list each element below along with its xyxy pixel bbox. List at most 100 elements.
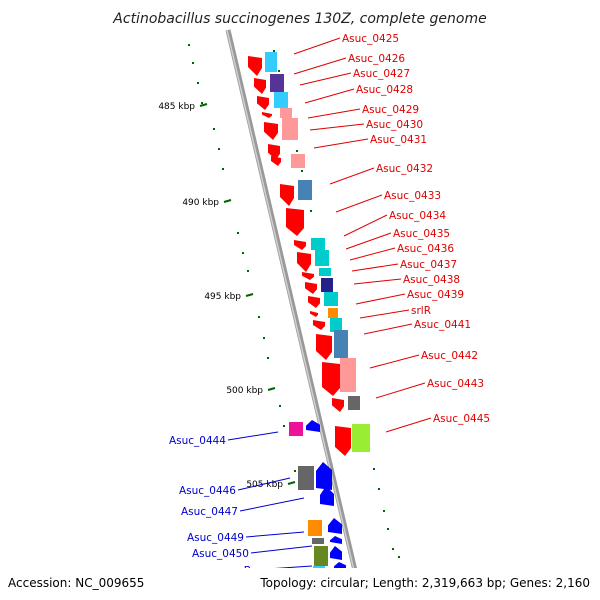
footer-background — [0, 568, 600, 600]
cog-box — [282, 118, 298, 140]
cog-box — [265, 52, 277, 72]
major-tick — [267, 387, 276, 391]
left-tick-dot — [237, 232, 239, 234]
major-tick — [287, 481, 296, 485]
right-tick-dot — [398, 556, 400, 558]
reverse-gene-label: Asuc_0450 — [192, 548, 249, 560]
forward-gene-label: Asuc_0433 — [384, 190, 441, 202]
cog-box — [324, 292, 338, 306]
left-tick-dot — [279, 405, 281, 407]
reverse-gene — [306, 420, 320, 432]
forward-gene — [271, 156, 281, 166]
forward-gene — [313, 320, 325, 330]
major-tick — [223, 199, 232, 203]
tick-label: 495 kbp — [204, 292, 241, 302]
forward-gene — [286, 208, 304, 236]
forward-gene — [254, 78, 266, 94]
forward-label-leader — [293, 37, 341, 55]
reverse-gene-label: Asuc_0447 — [181, 506, 238, 518]
right-tick-dot — [310, 210, 312, 212]
forward-gene — [308, 296, 320, 308]
forward-label-leader — [369, 354, 420, 369]
forward-gene-label: Asuc_0435 — [393, 228, 450, 240]
reverse-gene-label: Asuc_0444 — [169, 435, 226, 447]
tick-label: 505 kbp — [246, 480, 283, 490]
reverse-label-leader — [227, 431, 279, 441]
forward-label-leader — [349, 247, 396, 261]
genome-backbone — [225, 29, 364, 597]
forward-label-leader — [353, 278, 402, 285]
forward-label-leader — [375, 382, 426, 399]
reverse-gene — [316, 462, 332, 490]
cog-box — [291, 154, 305, 168]
left-tick-dot — [283, 425, 285, 427]
left-tick-dot — [247, 270, 249, 272]
right-tick-dot — [383, 510, 385, 512]
forward-label-leader — [307, 108, 361, 119]
forward-label-leader — [313, 138, 369, 149]
forward-label-leader — [363, 323, 413, 335]
reverse-label-leader — [245, 531, 305, 538]
left-tick-dot — [258, 316, 260, 318]
forward-gene-label: Asuc_0432 — [376, 163, 433, 175]
forward-gene-label: Asuc_0430 — [366, 119, 423, 131]
forward-gene — [302, 272, 314, 280]
forward-gene-label: Asuc_0428 — [356, 84, 413, 96]
forward-gene — [332, 398, 344, 412]
reverse-label-leader — [250, 545, 313, 554]
forward-gene — [322, 362, 340, 396]
cog-box — [274, 92, 288, 108]
map-title: Actinobacillus succinogenes 130Z, comple… — [112, 11, 486, 27]
reverse-label-leader — [239, 497, 305, 512]
forward-gene-label: Asuc_0439 — [407, 289, 464, 301]
cog-box — [314, 546, 328, 566]
forward-gene-label: Asuc_0442 — [421, 350, 478, 362]
left-tick-dot — [263, 337, 265, 339]
reverse-gene — [330, 546, 342, 560]
forward-gene-label: srlR — [411, 305, 431, 317]
forward-gene — [310, 311, 318, 317]
left-tick-dot — [218, 148, 220, 150]
cog-box — [313, 566, 325, 568]
backbone-highlight — [226, 29, 361, 597]
right-tick-dot — [373, 468, 375, 470]
tick-label: 500 kbp — [226, 386, 263, 396]
forward-gene — [262, 112, 272, 118]
reverse-gene — [320, 486, 334, 506]
scale-ticks: 485 kbp 490 kbp 495 kbp 500 kbp 505 kbp — [158, 44, 400, 558]
cog-box — [298, 466, 314, 490]
reverse-label-leader — [237, 477, 291, 491]
forward-gene — [280, 184, 294, 206]
cog-box — [280, 108, 292, 118]
left-tick-dot — [267, 357, 269, 359]
right-tick-dot — [387, 528, 389, 530]
forward-label-leader — [351, 263, 399, 272]
cog-box — [270, 74, 284, 92]
right-tick-dot — [273, 50, 275, 52]
summary-text: Topology: circular; Length: 2,319,663 bp… — [259, 576, 590, 590]
left-tick-dot — [242, 252, 244, 254]
left-tick-dot — [192, 62, 194, 64]
cog-box — [319, 268, 331, 276]
forward-gene-label: Asuc_0427 — [353, 68, 410, 80]
forward-gene-label: Asuc_0437 — [400, 259, 457, 271]
left-tick-dot — [294, 470, 296, 472]
right-tick-dot — [392, 548, 394, 550]
forward-gene-label: Asuc_0431 — [370, 134, 427, 146]
reverse-gene-label: Asuc_0446 — [179, 485, 236, 497]
cog-box — [315, 250, 329, 266]
left-tick-dot — [197, 82, 199, 84]
reverse-gene — [328, 518, 342, 534]
forward-label-leader — [293, 57, 347, 75]
right-tick-dot — [278, 70, 280, 72]
left-tick-dot — [188, 44, 190, 46]
cog-box — [348, 396, 360, 410]
forward-gene-label: Asuc_0425 — [342, 33, 399, 45]
accession-text: Accession: NC_009655 — [8, 576, 144, 590]
right-tick-dot — [301, 170, 303, 172]
left-tick-dot — [201, 102, 203, 104]
forward-gene-label: Asuc_0426 — [348, 53, 405, 65]
forward-gene-label: Asuc_0441 — [414, 319, 471, 331]
cog-box — [340, 358, 356, 392]
